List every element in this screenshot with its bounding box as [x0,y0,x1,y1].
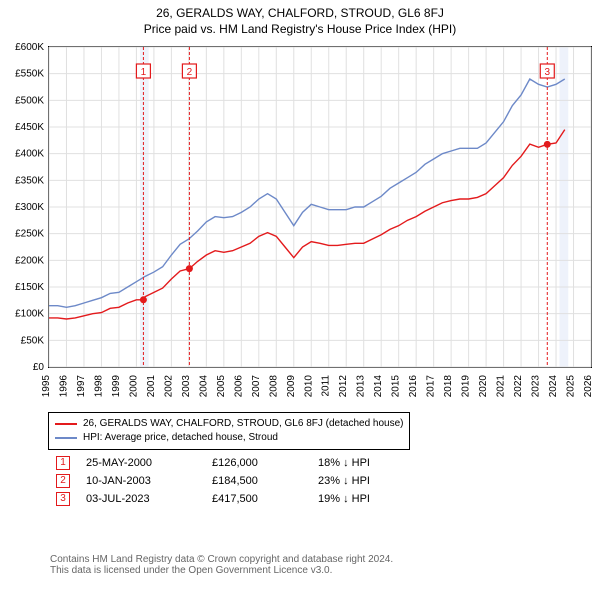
event-marker: 2 [56,474,70,488]
title: 26, GERALDS WAY, CHALFORD, STROUD, GL6 8… [0,6,600,20]
svg-text:£150K: £150K [15,282,44,293]
svg-text:2: 2 [187,67,193,78]
footer-line1: Contains HM Land Registry data © Crown c… [50,554,393,565]
event-row: 2 10-JAN-2003£184,50023% ↓ HPI [48,472,378,490]
events-table: 1 25-MAY-2000£126,00018% ↓ HPI 2 10-JAN-200… [48,454,378,508]
svg-text:2019: 2019 [461,375,472,398]
chart: £0£50K£100K£150K£200K£250K£300K£350K£400… [48,46,592,368]
svg-text:2026: 2026 [583,375,594,398]
subtitle: Price paid vs. HM Land Registry's House … [0,22,600,36]
svg-text:2010: 2010 [303,375,314,398]
event-price: £184,500 [204,472,310,490]
svg-text:2014: 2014 [373,375,384,398]
svg-text:1998: 1998 [93,375,104,398]
event-delta: 19% ↓ HPI [310,490,378,508]
svg-text:2016: 2016 [408,375,419,398]
event-delta: 18% ↓ HPI [310,454,378,472]
event-row: 3 03-JUL-2023£417,50019% ↓ HPI [48,490,378,508]
svg-text:2000: 2000 [128,375,139,398]
svg-text:3: 3 [545,67,551,78]
legend-label: HPI: Average price, detached house, Stro… [83,431,278,445]
svg-text:2011: 2011 [321,375,332,397]
svg-text:2023: 2023 [531,375,542,398]
svg-text:1995: 1995 [41,375,52,398]
svg-text:2020: 2020 [478,375,489,398]
svg-text:2001: 2001 [146,375,157,398]
svg-text:1996: 1996 [58,375,69,398]
legend-item: HPI: Average price, detached house, Stro… [55,431,403,445]
footer-line2: This data is licensed under the Open Gov… [50,565,393,576]
svg-text:£200K: £200K [15,255,44,266]
svg-text:£450K: £450K [15,122,44,133]
svg-text:2018: 2018 [443,375,454,398]
svg-text:2005: 2005 [216,375,227,398]
event-date: 10-JAN-2003 [78,472,204,490]
legend-item: 26, GERALDS WAY, CHALFORD, STROUD, GL6 8… [55,417,403,431]
svg-text:£350K: £350K [15,175,44,186]
event-date: 03-JUL-2023 [78,490,204,508]
svg-text:2009: 2009 [286,375,297,398]
svg-text:2004: 2004 [198,375,209,398]
svg-text:2006: 2006 [233,375,244,398]
svg-text:£550K: £550K [15,69,44,80]
svg-text:2017: 2017 [426,375,437,398]
legend: 26, GERALDS WAY, CHALFORD, STROUD, GL6 8… [48,412,410,450]
event-marker: 1 [56,456,70,470]
event-row: 1 25-MAY-2000£126,00018% ↓ HPI [48,454,378,472]
svg-text:2021: 2021 [496,375,507,398]
svg-text:2008: 2008 [268,375,279,398]
svg-text:2025: 2025 [566,375,577,398]
svg-text:£300K: £300K [15,202,44,213]
legend-swatch [55,437,77,439]
svg-text:2015: 2015 [391,375,402,398]
event-date: 25-MAY-2000 [78,454,204,472]
svg-text:2002: 2002 [163,375,174,398]
svg-text:1999: 1999 [111,375,122,398]
svg-text:2007: 2007 [251,375,262,398]
legend-swatch [55,423,77,425]
event-price: £417,500 [204,490,310,508]
event-delta: 23% ↓ HPI [310,472,378,490]
svg-text:2013: 2013 [356,375,367,398]
svg-text:2022: 2022 [513,375,524,398]
svg-text:£600K: £600K [15,42,44,53]
footer: Contains HM Land Registry data © Crown c… [46,552,397,578]
svg-text:2024: 2024 [548,375,559,398]
legend-label: 26, GERALDS WAY, CHALFORD, STROUD, GL6 8… [83,417,403,431]
figure: 26, GERALDS WAY, CHALFORD, STROUD, GL6 8… [0,0,600,590]
svg-text:£250K: £250K [15,229,44,240]
svg-text:£400K: £400K [15,149,44,160]
svg-text:£50K: £50K [21,335,45,346]
svg-text:1997: 1997 [76,375,87,398]
svg-text:£100K: £100K [15,309,44,320]
svg-text:2012: 2012 [338,375,349,398]
svg-text:£500K: £500K [15,95,44,106]
titles: 26, GERALDS WAY, CHALFORD, STROUD, GL6 8… [0,0,600,36]
svg-text:1: 1 [141,67,147,78]
svg-text:£0: £0 [33,362,45,373]
event-price: £126,000 [204,454,310,472]
event-marker: 3 [56,492,70,506]
svg-text:2003: 2003 [181,375,192,398]
